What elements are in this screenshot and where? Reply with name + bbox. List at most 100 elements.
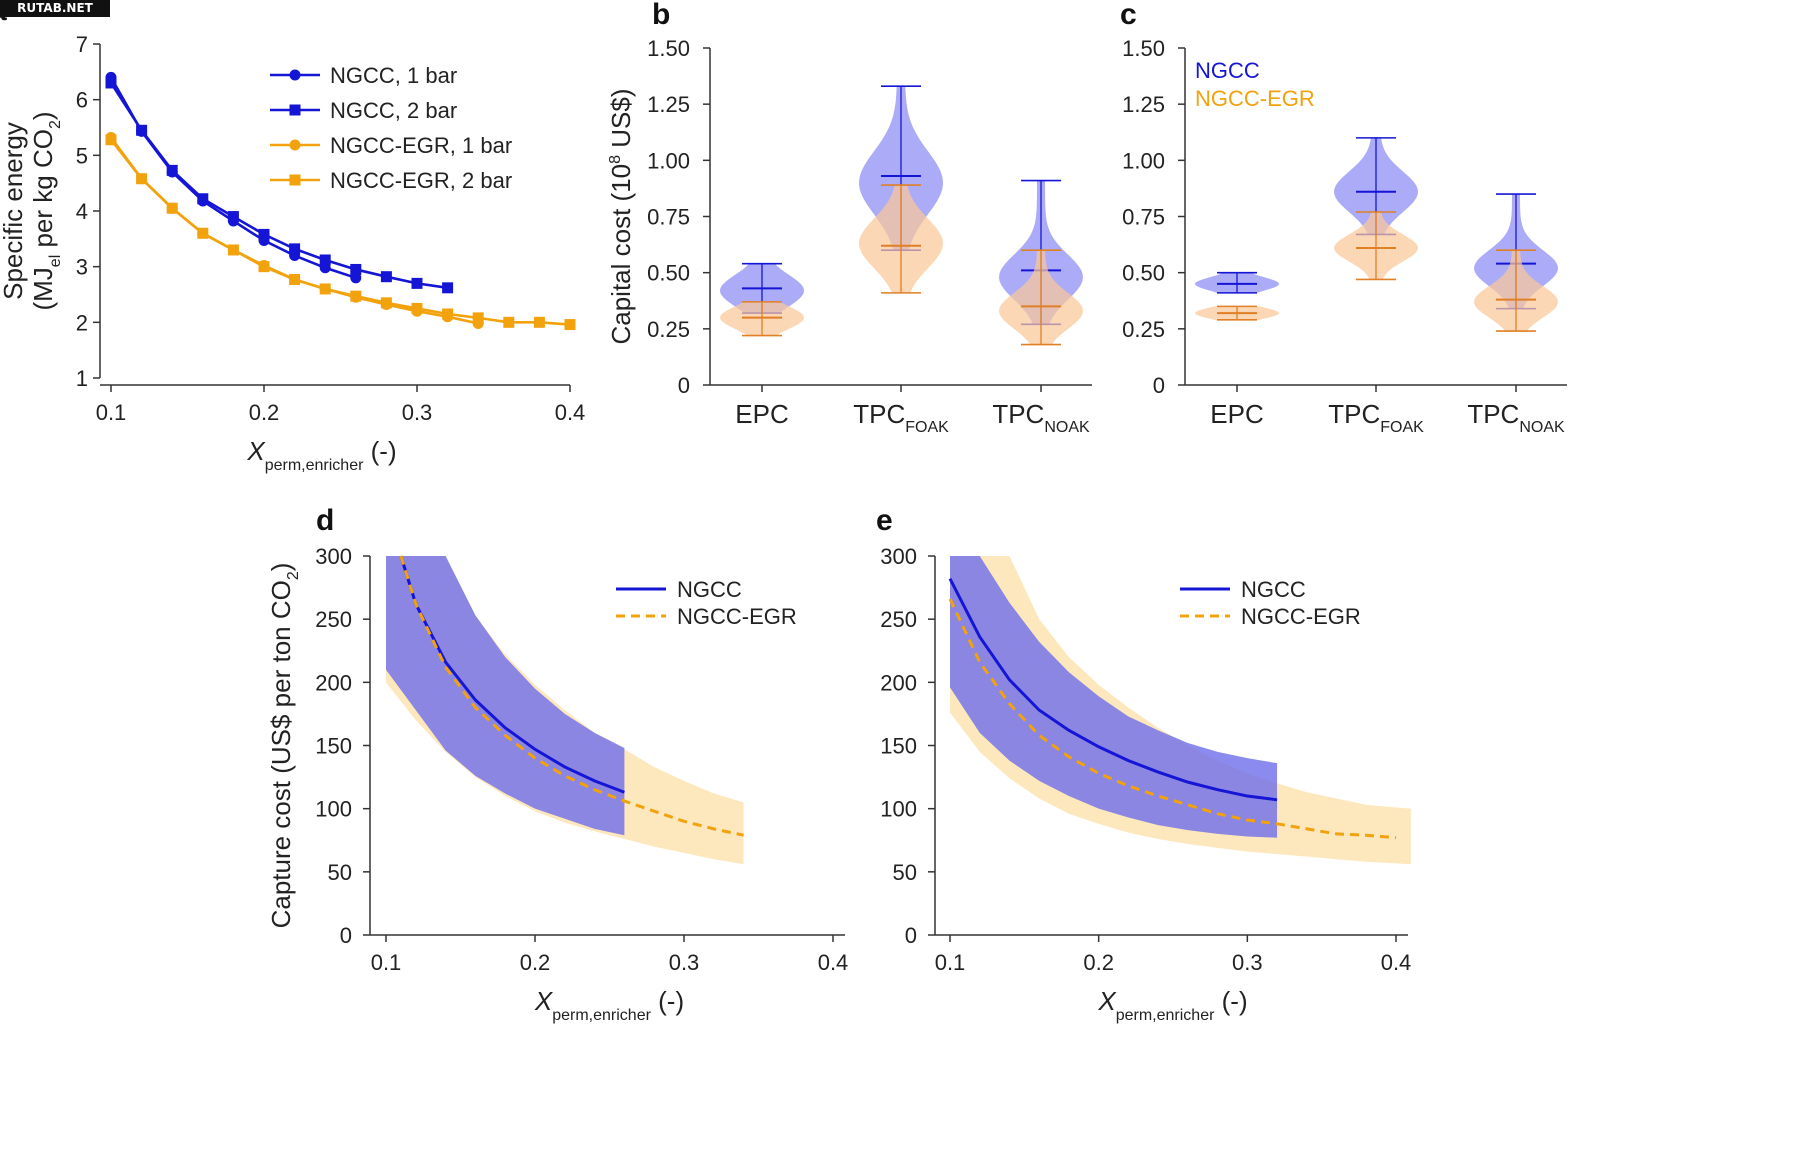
series-line-ngcc-egr	[399, 555, 744, 837]
y-tick-label: 4	[76, 199, 88, 224]
data-point	[136, 124, 148, 136]
data-point	[472, 312, 484, 324]
data-point	[227, 244, 239, 256]
y-tick-label: 6	[76, 88, 88, 113]
data-point	[503, 316, 515, 328]
y-tick-label: 1	[76, 366, 88, 391]
y-axis-title-line1: Specific energy	[0, 122, 28, 300]
category-label: TPCNOAK	[1467, 399, 1565, 436]
y-tick-label: 150	[315, 734, 352, 759]
data-point	[350, 263, 362, 275]
legend-marker	[289, 139, 301, 151]
legend-label: NGCC	[1241, 577, 1306, 602]
panel-letter-d: d	[316, 504, 334, 537]
data-point	[258, 261, 270, 273]
x-tick-label: 0.1	[96, 400, 127, 425]
legend-label: NGCC, 1 bar	[330, 63, 457, 88]
y-tick-label: 250	[880, 607, 917, 632]
y-tick-label: 1.25	[1122, 92, 1165, 117]
violin-series-ngcc-egr	[1195, 211, 1558, 332]
series-ngcc-egr-1-bar	[105, 132, 484, 329]
data-point	[197, 227, 209, 239]
panel-letter-c: c	[1120, 0, 1137, 31]
chart-d-capture-cost: d 0 50 100 150 200 250 300 0.1 0.2 0.3 0.4 Capture c…	[266, 504, 848, 1024]
legend-marker	[289, 174, 301, 186]
data-point	[380, 271, 392, 283]
y-tick-label: 1.00	[1122, 148, 1165, 173]
data-point	[411, 277, 423, 289]
y-tick-label: 0	[905, 923, 917, 948]
y-tick-label: 150	[880, 734, 917, 759]
legend-c: NGCC NGCC-EGR	[1195, 58, 1315, 111]
legend-label: NGCC-EGR, 2 bar	[330, 168, 512, 193]
category-label: EPC	[735, 399, 788, 429]
data-point	[136, 173, 148, 185]
data-point	[258, 228, 270, 240]
y-tick-label: 100	[880, 797, 917, 822]
data-point	[411, 302, 423, 314]
category-label: TPCFOAK	[853, 399, 949, 436]
x-tick-label: 0.3	[669, 950, 700, 975]
x-tick-label: 0.1	[371, 950, 402, 975]
y-tick-label: 1.25	[647, 92, 690, 117]
y-tick-label: 0.75	[1122, 205, 1165, 230]
y-tick-label: 0	[340, 923, 352, 948]
y-tick-label: 0.50	[1122, 261, 1165, 286]
data-point	[533, 316, 545, 328]
data-point	[319, 254, 331, 266]
uncertainty-band-ngcc	[386, 556, 625, 836]
panel-letter-e: e	[876, 504, 893, 537]
series-line-ngcc-egr	[948, 598, 1397, 840]
chart-c-capital-cost: c 0 0.25 0.50 0.75 1.00 1.25 1.50 EPC TPCFOAK TPCN…	[1120, 0, 1567, 436]
y-tick-label: 200	[315, 670, 352, 695]
chart-a-specific-energy: a 1 2 3 4 5 6 7 0.1 0.2 0.3 0.4 Specific energy(MJel…	[0, 0, 585, 474]
data-point	[166, 164, 178, 176]
legend-marker	[289, 69, 301, 81]
data-point	[350, 290, 362, 302]
data-point	[289, 243, 301, 255]
y-tick-label: 300	[880, 544, 917, 569]
series-line	[109, 138, 571, 326]
data-point	[564, 319, 576, 331]
y-axis-title-text: Capture cost (US$ per ton CO2)	[266, 563, 302, 929]
data-point	[319, 283, 331, 295]
series-ngcc-2-bar	[105, 77, 454, 294]
y-tick-label: 0	[678, 373, 690, 398]
data-point	[197, 193, 209, 205]
y-tick-label: 100	[315, 797, 352, 822]
y-tick-label: 0.25	[647, 317, 690, 342]
category-label: EPC	[1210, 399, 1263, 429]
x-tick-label: 0.3	[1232, 950, 1263, 975]
legend-label: NGCC	[1195, 58, 1260, 83]
legend-label: NGCC, 2 bar	[330, 98, 457, 123]
x-tick-label: 0.2	[1083, 950, 1114, 975]
category-label: TPCNOAK	[992, 399, 1090, 436]
x-tick-label: 0.4	[555, 400, 586, 425]
x-tick-label: 0.2	[249, 400, 280, 425]
y-axis-title: Capture cost (US$ per ton CO2)	[266, 563, 302, 929]
series-ngcc-egr-2-bar	[105, 134, 576, 331]
data-point	[380, 297, 392, 309]
legend-a: NGCC, 1 bar NGCC, 2 bar NGCC-EGR, 1 bar NGC…	[270, 63, 512, 193]
y-tick-label: 2	[76, 310, 88, 335]
y-axis-title-line2: (MJel per kg CO2)	[28, 111, 64, 310]
y-tick-label: 1.50	[647, 36, 690, 61]
series-line-ngcc	[948, 578, 1278, 802]
legend-marker	[289, 104, 301, 116]
data-point	[442, 308, 454, 320]
x-axis-title: Xperm,enricher (-)	[246, 436, 396, 474]
legend-label: NGCC-EGR	[1195, 86, 1315, 111]
legend-label: NGCC-EGR, 1 bar	[330, 133, 512, 158]
y-tick-label: 300	[315, 544, 352, 569]
x-tick-label: 0.2	[520, 950, 551, 975]
y-axis-title: Capital cost (108 US$)	[606, 88, 636, 344]
x-tick-label: 0.3	[402, 400, 433, 425]
data-point	[289, 273, 301, 285]
violin-series-ngcc-egr	[720, 184, 1083, 346]
data-point	[105, 77, 117, 89]
y-tick-label: 5	[76, 143, 88, 168]
y-tick-label: 1.50	[1122, 36, 1165, 61]
